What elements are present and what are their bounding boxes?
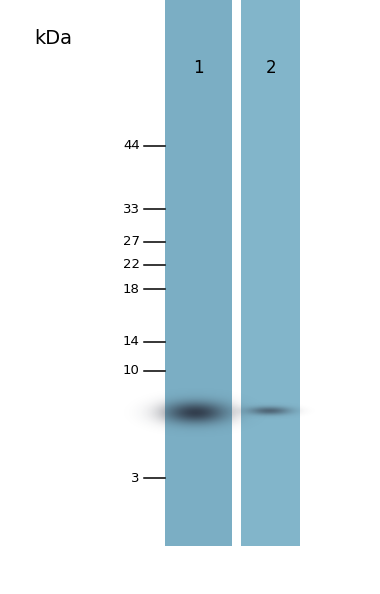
Text: 1: 1 [193, 59, 204, 77]
Text: 44: 44 [123, 139, 140, 152]
Text: kDa: kDa [34, 29, 72, 48]
Bar [165, 0, 232, 546]
Text: 27: 27 [123, 235, 140, 248]
Text: 33: 33 [123, 203, 140, 216]
Text: 14: 14 [123, 335, 140, 348]
Text: 2: 2 [266, 59, 276, 77]
Text: 3: 3 [131, 472, 140, 485]
Text: 18: 18 [123, 283, 140, 296]
Text: 10: 10 [123, 364, 140, 377]
Text: 22: 22 [123, 258, 140, 271]
Bar [241, 0, 300, 546]
